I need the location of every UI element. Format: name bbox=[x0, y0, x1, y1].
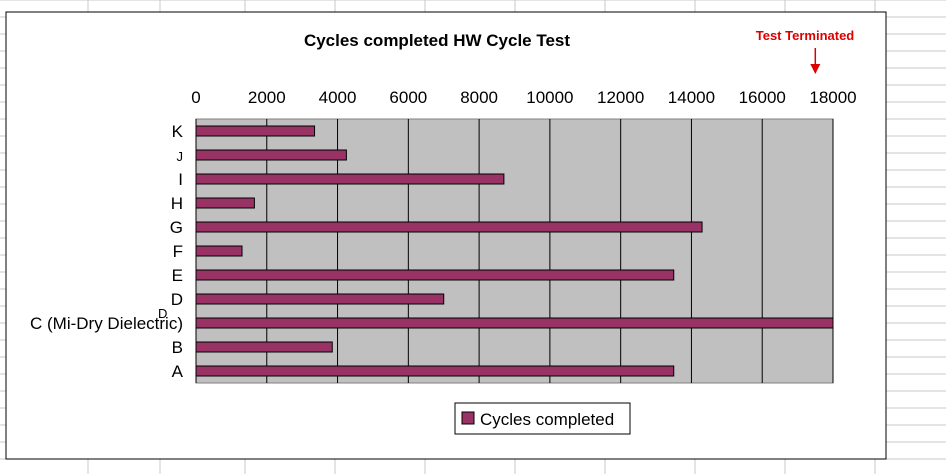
bar-0[interactable] bbox=[195, 125, 316, 137]
category-label-7: D bbox=[171, 290, 183, 309]
x-tick-label-10000: 10000 bbox=[526, 88, 573, 107]
x-tick-label-14000: 14000 bbox=[668, 88, 715, 107]
stray-axis-label-d: D bbox=[158, 306, 167, 321]
category-label-1: J bbox=[177, 149, 184, 164]
x-tick-label-12000: 12000 bbox=[597, 88, 644, 107]
category-label-5: F bbox=[173, 242, 183, 261]
category-label-8: C (Mi-Dry Dielectric) bbox=[30, 314, 183, 333]
category-label-2: I bbox=[178, 170, 183, 189]
bars bbox=[195, 125, 834, 377]
category-label-6: E bbox=[172, 266, 183, 285]
gridlines bbox=[195, 119, 834, 383]
bar-9[interactable] bbox=[195, 341, 333, 353]
bar-10[interactable] bbox=[195, 365, 675, 377]
legend[interactable]: Cycles completed bbox=[454, 402, 631, 435]
bar-5[interactable] bbox=[195, 245, 243, 257]
x-tick-label-0: 0 bbox=[191, 88, 200, 107]
test-terminated-annotation: Test Terminated bbox=[756, 28, 855, 43]
category-label-9: B bbox=[172, 338, 183, 357]
chart-title: Cycles completed HW Cycle Test bbox=[304, 31, 570, 50]
bar-2[interactable] bbox=[195, 173, 505, 185]
category-label-4: G bbox=[170, 218, 183, 237]
category-label-0: K bbox=[172, 122, 184, 141]
bar-7[interactable] bbox=[195, 293, 445, 305]
x-tick-label-8000: 8000 bbox=[460, 88, 498, 107]
legend-label: Cycles completed bbox=[480, 410, 614, 429]
legend-box bbox=[454, 402, 631, 435]
x-axis-ticks: 0 2000 4000 6000 8000 10000 12000 14000 16000 180… bbox=[191, 88, 856, 107]
bar-3[interactable] bbox=[195, 197, 255, 209]
bar-1[interactable] bbox=[195, 149, 347, 161]
x-tick-label-16000: 16000 bbox=[739, 88, 786, 107]
x-tick-label-18000: 18000 bbox=[809, 88, 856, 107]
x-tick-label-2000: 2000 bbox=[248, 88, 286, 107]
bar-6[interactable] bbox=[195, 269, 675, 281]
legend-swatch bbox=[461, 411, 475, 425]
x-tick-label-6000: 6000 bbox=[389, 88, 427, 107]
x-tick-label-4000: 4000 bbox=[319, 88, 357, 107]
bar-8[interactable] bbox=[195, 317, 834, 329]
category-label-3: H bbox=[171, 194, 183, 213]
bar-4[interactable] bbox=[195, 221, 703, 233]
category-label-10: A bbox=[172, 362, 184, 381]
test-terminated-arrow-icon bbox=[810, 48, 821, 74]
